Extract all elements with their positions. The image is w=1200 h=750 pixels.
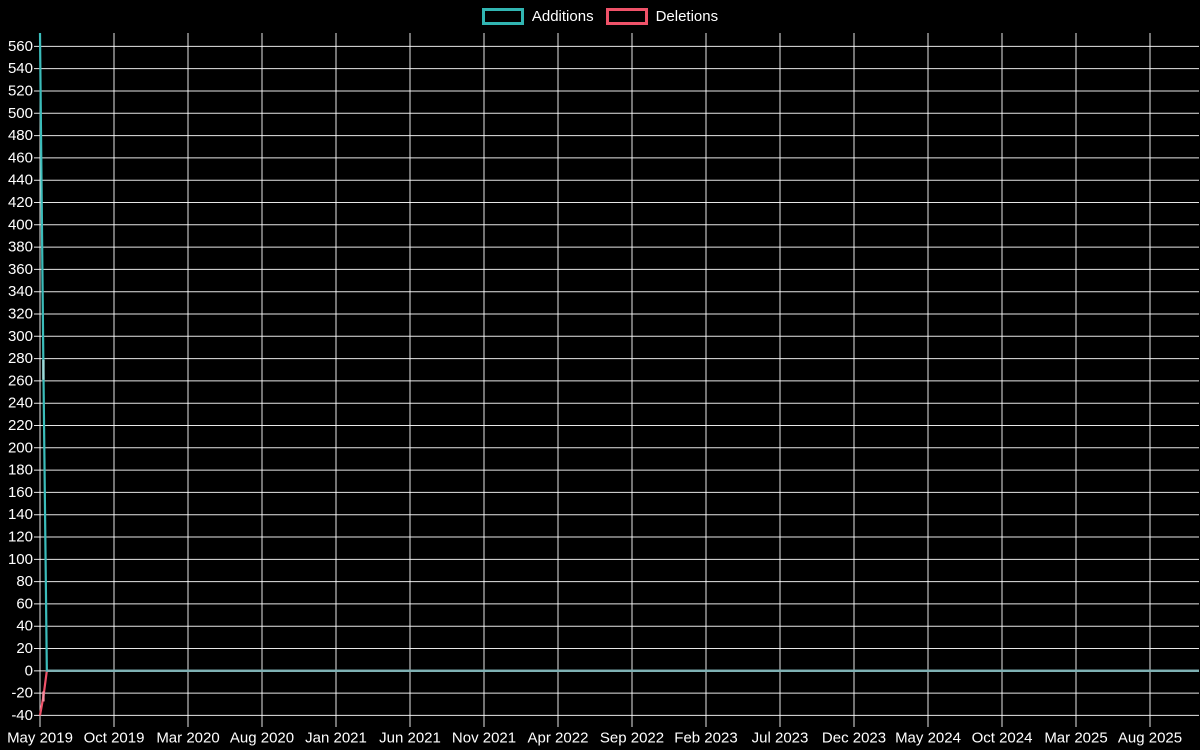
additions-line (38, 32, 1199, 672)
y-tick-label: 520 (8, 82, 33, 99)
y-tick-label: -20 (11, 685, 33, 702)
y-tick-label: 300 (8, 328, 33, 345)
x-tick-label: Mar 2025 (1044, 730, 1107, 747)
x-tick-label: Feb 2023 (674, 730, 737, 747)
y-tick-label: 540 (8, 60, 33, 77)
y-tick-label: 20 (16, 640, 33, 657)
y-tick-label: 120 (8, 529, 33, 546)
x-tick-label: Apr 2022 (528, 730, 589, 747)
y-tick-label: 320 (8, 305, 33, 322)
x-tick-label: Dec 2023 (822, 730, 886, 747)
y-tick-label: -40 (11, 707, 33, 724)
additions-swatch-icon (481, 8, 524, 25)
x-tick-label: May 2024 (895, 730, 961, 747)
y-tick-label: 260 (8, 372, 33, 389)
x-tick-label: Aug 2025 (1118, 730, 1182, 747)
x-tick-label: Aug 2020 (230, 730, 294, 747)
x-tick-label: Oct 2019 (84, 730, 145, 747)
y-tick-label: 200 (8, 439, 33, 456)
y-tick-label: 240 (8, 395, 33, 412)
y-tick-label: 500 (8, 105, 33, 122)
y-axis-tick-labels: -40 -20 0 20 40 60 80 100 120 140 160 180 200 220 240 2… (8, 38, 33, 724)
y-tick-label: 380 (8, 239, 33, 256)
y-tick-label: 480 (8, 127, 33, 144)
x-tick-label: Mar 2020 (156, 730, 219, 747)
x-tick-label: Jan 2021 (305, 730, 367, 747)
deletions-legend-label: Deletions (655, 8, 719, 25)
x-tick-label: Jun 2021 (379, 730, 441, 747)
y-tick-label: 100 (8, 551, 33, 568)
y-tick-label: 420 (8, 194, 33, 211)
grid-lines (34, 33, 1199, 727)
y-tick-label: 440 (8, 172, 33, 189)
y-tick-label: 80 (16, 573, 33, 590)
y-tick-label: 560 (8, 38, 33, 55)
additions-legend-label: Additions (531, 8, 594, 25)
x-tick-label: Nov 2021 (452, 730, 516, 747)
x-axis-tick-labels: May 2019 Oct 2019 Mar 2020 Aug 2020 Jan 2021… (7, 730, 1182, 747)
chart-legend: Additions Deletions (0, 8, 1200, 25)
x-tick-label: May 2019 (7, 730, 73, 747)
y-tick-label: 220 (8, 417, 33, 434)
deletions-swatch-icon (605, 8, 648, 25)
y-tick-label: 160 (8, 484, 33, 501)
y-tick-label: 40 (16, 618, 33, 635)
y-tick-label: 0 (25, 662, 33, 679)
y-tick-label: 460 (8, 149, 33, 166)
x-tick-label: Sep 2022 (600, 730, 664, 747)
y-tick-label: 60 (16, 595, 33, 612)
legend-item-deletions[interactable]: Deletions (605, 8, 719, 25)
y-tick-label: 180 (8, 462, 33, 479)
y-tick-label: 140 (8, 506, 33, 523)
y-tick-label: 400 (8, 216, 33, 233)
x-tick-label: Oct 2024 (972, 730, 1033, 747)
y-tick-label: 280 (8, 350, 33, 367)
legend-item-additions[interactable]: Additions (481, 8, 594, 25)
y-tick-label: 340 (8, 283, 33, 300)
x-tick-label: Jul 2023 (752, 730, 809, 747)
y-tick-label: 360 (8, 261, 33, 278)
